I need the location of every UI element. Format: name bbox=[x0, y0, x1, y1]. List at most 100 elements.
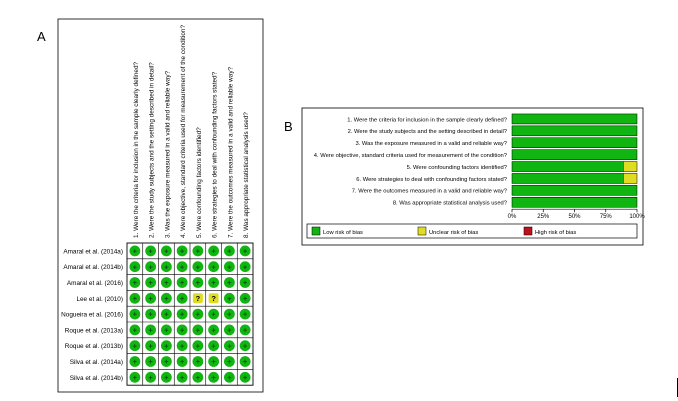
risk-symbol: + bbox=[227, 373, 232, 382]
low-risk-dot bbox=[208, 371, 220, 383]
risk-symbol: + bbox=[227, 357, 232, 366]
low-risk-dot bbox=[160, 261, 172, 273]
risk-symbol: + bbox=[180, 357, 185, 366]
legend-box bbox=[306, 223, 638, 239]
risk-symbol: + bbox=[148, 278, 153, 287]
low-risk-dot bbox=[160, 277, 172, 288]
low-risk-dot bbox=[192, 261, 204, 273]
low-risk-dot bbox=[223, 324, 235, 336]
risk-symbol: + bbox=[196, 357, 201, 366]
study-label: Roque et al. (2013b) bbox=[65, 343, 123, 350]
low-risk-dot bbox=[176, 356, 188, 367]
low-risk-dot bbox=[223, 277, 235, 288]
x-tick-label: 25% bbox=[537, 214, 550, 220]
low-risk-dot bbox=[129, 308, 141, 320]
risk-symbol: + bbox=[180, 294, 185, 303]
low-risk-dot bbox=[208, 261, 220, 273]
risk-symbol: ? bbox=[211, 294, 216, 303]
low-risk-dot bbox=[145, 356, 157, 367]
bar-low-q2 bbox=[511, 125, 638, 137]
question-header-8: 8. Was appropriate statistical analysis … bbox=[243, 112, 250, 238]
risk-symbol: + bbox=[243, 278, 248, 287]
panel-a-frame bbox=[57, 18, 264, 393]
bar-low-q1 bbox=[511, 113, 638, 125]
bar-low-q6 bbox=[511, 173, 624, 184]
low-risk-dot bbox=[129, 261, 141, 273]
bar-unclear-q6 bbox=[623, 173, 638, 184]
risk-symbol: + bbox=[243, 310, 248, 319]
risk-symbol: + bbox=[243, 357, 248, 366]
low-risk-dot bbox=[192, 340, 204, 352]
risk-symbol: + bbox=[243, 326, 248, 335]
low-risk-dot bbox=[176, 324, 188, 336]
low-risk-dot bbox=[129, 371, 141, 383]
low-risk-dot bbox=[208, 308, 220, 320]
low-risk-dot bbox=[129, 277, 141, 288]
risk-symbol: + bbox=[196, 341, 201, 350]
low-risk-dot bbox=[160, 292, 172, 304]
risk-symbol: + bbox=[211, 357, 216, 366]
panel-b-letter: B bbox=[284, 119, 293, 134]
low-risk-dot bbox=[145, 245, 157, 257]
risk-symbol: + bbox=[243, 294, 248, 303]
question-label-8: 8. Was appropriate statistical analysis … bbox=[393, 201, 508, 207]
risk-symbol: + bbox=[180, 278, 185, 287]
risk-symbol: + bbox=[211, 278, 216, 287]
risk-symbol: + bbox=[133, 326, 138, 335]
low-risk-dot bbox=[176, 340, 188, 352]
question-header-2: 2. Were the study subjects and the setti… bbox=[149, 62, 156, 238]
low-risk-dot bbox=[208, 277, 220, 288]
low-risk-dot bbox=[223, 292, 235, 304]
risk-symbol: + bbox=[227, 310, 232, 319]
low-risk-dot bbox=[145, 308, 157, 320]
low-risk-dot bbox=[129, 245, 141, 257]
study-label: Nogueira et al. (2016) bbox=[61, 312, 123, 319]
low-risk-dot bbox=[208, 245, 220, 257]
study-label: Lee et al. (2010) bbox=[76, 296, 123, 303]
risk-symbol: ? bbox=[196, 294, 201, 303]
risk-symbol: + bbox=[211, 310, 216, 319]
question-label-4: 4. Were objective, standard criteria use… bbox=[314, 153, 508, 159]
risk-symbol: + bbox=[148, 341, 153, 350]
low-risk-dot bbox=[129, 356, 141, 367]
legend-swatch bbox=[311, 226, 321, 236]
low-risk-dot bbox=[160, 371, 172, 383]
x-tick-label: 50% bbox=[568, 214, 581, 220]
low-risk-dot bbox=[129, 340, 141, 352]
risk-symbol: + bbox=[164, 294, 169, 303]
question-header-1: 1. Were the criteria for inclusion in th… bbox=[133, 61, 140, 238]
risk-symbol: + bbox=[211, 373, 216, 382]
low-risk-dot bbox=[239, 308, 251, 320]
risk-symbol: + bbox=[164, 341, 169, 350]
risk-symbol: + bbox=[133, 341, 138, 350]
risk-symbol: + bbox=[196, 262, 201, 271]
low-risk-dot bbox=[160, 324, 172, 336]
low-risk-dot bbox=[223, 308, 235, 320]
low-risk-dot bbox=[129, 324, 141, 336]
question-header-4: 4. Were objective, standard criteria use… bbox=[180, 25, 187, 238]
risk-symbol: + bbox=[211, 247, 216, 256]
bar-unclear-q5 bbox=[623, 161, 638, 172]
low-risk-dot bbox=[192, 356, 204, 367]
risk-symbol: + bbox=[180, 310, 185, 319]
risk-symbol: + bbox=[180, 247, 185, 256]
low-risk-dot bbox=[223, 340, 235, 352]
risk-symbol: + bbox=[164, 326, 169, 335]
low-risk-dot bbox=[239, 340, 251, 352]
risk-symbol: + bbox=[164, 247, 169, 256]
risk-symbol: + bbox=[211, 262, 216, 271]
low-risk-dot bbox=[239, 371, 251, 383]
x-tick-label: 0% bbox=[508, 214, 517, 220]
low-risk-dot bbox=[223, 261, 235, 273]
risk-symbol: + bbox=[133, 310, 138, 319]
question-label-7: 7. Were the outcomes measured in a valid… bbox=[352, 189, 508, 195]
risk-symbol: + bbox=[227, 326, 232, 335]
low-risk-dot bbox=[223, 245, 235, 257]
panel-b-frame bbox=[301, 107, 644, 246]
study-label: Silva et al. (2014a) bbox=[70, 359, 123, 366]
question-label-5: 5. Were confounding factors identified? bbox=[407, 165, 508, 171]
risk-symbol: + bbox=[133, 357, 138, 366]
risk-symbol: + bbox=[196, 247, 201, 256]
risk-symbol: + bbox=[196, 310, 201, 319]
